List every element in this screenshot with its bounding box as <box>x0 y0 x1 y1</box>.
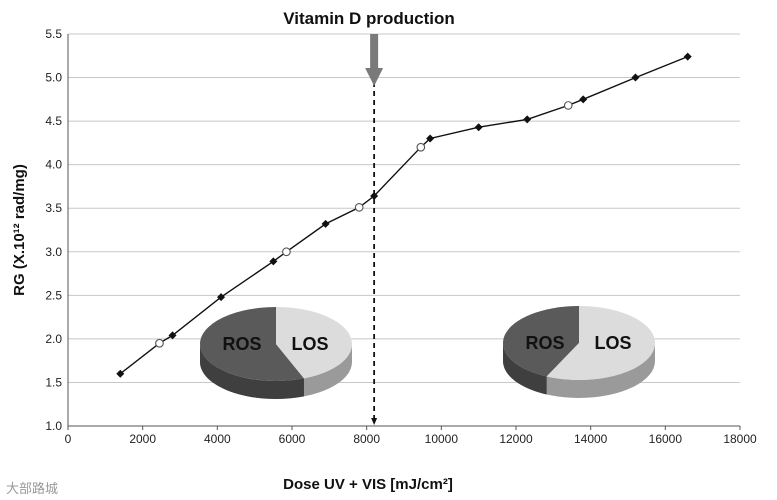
x-axis-title: Dose UV + VIS [mJ/cm²] <box>283 476 453 493</box>
data-point-diamond <box>168 331 177 340</box>
y-tick-label: 4.5 <box>45 114 62 128</box>
annotation-arrow-shaft <box>370 34 379 70</box>
y-tick-label: 1.5 <box>45 375 62 389</box>
x-tick-label: 14000 <box>574 432 608 446</box>
chart-title: Vitamin D production <box>283 9 455 28</box>
x-tick-label: 12000 <box>499 432 533 446</box>
x-tick-label: 16000 <box>649 432 683 446</box>
data-point-diamond <box>523 115 532 124</box>
data-point-circle <box>282 247 291 257</box>
pie-label-ros: ROS <box>222 334 261 354</box>
x-tick-label: 4000 <box>204 432 231 446</box>
pie-label-los: LOS <box>594 333 631 353</box>
data-point-diamond <box>579 95 588 104</box>
series-group <box>116 52 692 378</box>
pie-side-ros <box>200 344 304 400</box>
y-tick-label: 3.0 <box>45 245 62 259</box>
annotation-bottom-arrow <box>371 418 378 425</box>
y-tick-label: 3.5 <box>45 201 62 215</box>
y-tick-label: 2.0 <box>45 332 62 346</box>
data-point-diamond <box>370 192 379 201</box>
data-point-diamond <box>474 123 483 132</box>
y-tick-label: 5.5 <box>45 27 62 41</box>
annotation-arrow-head <box>365 68 384 86</box>
data-point-circle <box>416 142 426 152</box>
x-tick-label: 18000 <box>723 432 757 446</box>
pie-label-ros: ROS <box>525 333 564 353</box>
data-point-diamond <box>116 369 125 378</box>
data-point-diamond <box>321 219 330 228</box>
data-point-diamond <box>683 52 692 61</box>
y-tick-label: 2.5 <box>45 288 62 302</box>
y-tick-label: 5.0 <box>45 71 62 85</box>
pie-slice-los <box>546 306 655 381</box>
x-tick-label: 8000 <box>353 432 380 446</box>
data-point-diamond <box>269 257 278 266</box>
pie-insets: ROS LOS ROS LOS <box>199 306 655 400</box>
pie-slice-los <box>276 307 352 379</box>
y-axis-title: RG (X.10¹² rad/mg) <box>11 164 28 296</box>
pie-slice-ros <box>199 307 304 381</box>
data-point-circle <box>354 203 364 212</box>
x-tick-label: 0 <box>65 432 72 446</box>
x-tick-label: 10000 <box>425 432 459 446</box>
annotation-marker <box>365 34 384 425</box>
x-tick-label: 2000 <box>129 432 156 446</box>
x-tick-label: 6000 <box>279 432 306 446</box>
axes: 1.0 1.5 2.0 2.5 3.0 3.5 4.0 4.5 5.0 5.5 0 2000 4000 6… <box>45 27 757 446</box>
pie-side-ros <box>503 343 547 395</box>
pie-slice-ros <box>502 306 579 377</box>
data-point-circle <box>155 338 164 348</box>
y-tick-label: 4.0 <box>45 158 62 172</box>
data-point-diamond <box>426 134 435 143</box>
data-point-diamond <box>217 293 226 302</box>
data-point-circle <box>563 101 573 110</box>
pie-label-los: LOS <box>291 334 328 354</box>
y-tick-label: 1.0 <box>45 419 62 433</box>
data-point-diamond <box>631 73 640 82</box>
watermark: 大部路城 <box>6 481 58 496</box>
